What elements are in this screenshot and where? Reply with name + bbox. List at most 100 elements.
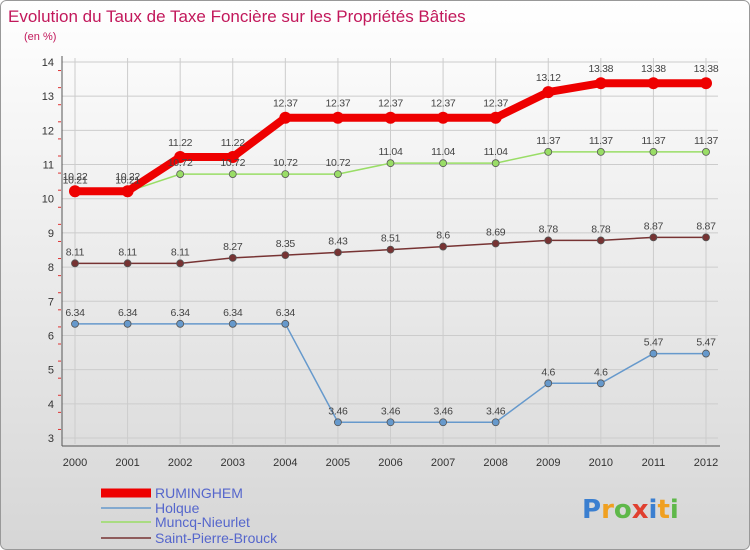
data-label: 12.37: [326, 98, 351, 110]
data-point: [121, 185, 134, 198]
data-point: [647, 77, 660, 90]
brand-letter: i: [649, 495, 658, 525]
x-tick-label: 2000: [63, 457, 87, 469]
brand-letter: o: [614, 495, 632, 525]
y-tick-label: 10: [42, 194, 54, 206]
y-tick-label: 6: [48, 330, 54, 342]
data-label: 11.37: [536, 135, 560, 147]
data-label: 11.04: [431, 146, 455, 158]
data-label: 8.51: [381, 233, 401, 245]
data-point: [123, 259, 132, 268]
x-tick-label: 2007: [431, 457, 455, 469]
y-tick-label: 8: [48, 262, 54, 274]
data-point: [439, 242, 447, 251]
legend-label: Muncq-Nieurlet: [155, 514, 250, 530]
legend-label: Holque: [155, 500, 200, 516]
data-label: 13.38: [588, 63, 613, 75]
data-point: [226, 151, 239, 164]
data-label: 6.34: [65, 307, 85, 319]
series-holque: [71, 319, 710, 427]
data-label: 13.38: [641, 63, 666, 75]
data-point: [174, 151, 187, 164]
series-saint-pierre-brouck: [71, 233, 710, 268]
x-tick-label: 2009: [536, 457, 560, 469]
data-label: 8.11: [171, 246, 190, 258]
data-point: [386, 245, 395, 254]
brand-logo: Proxiti: [582, 495, 679, 525]
series-muncq-nieurlet: [71, 147, 710, 196]
data-point: [386, 159, 395, 168]
data-point: [596, 379, 605, 388]
x-tick-label: 2012: [694, 457, 718, 469]
data-label: 8.43: [328, 235, 348, 247]
data-point: [334, 248, 342, 257]
data-label: 11.37: [589, 135, 613, 147]
data-label: 3.46: [486, 405, 506, 417]
data-label: 11.22: [168, 137, 192, 149]
data-label: 10.72: [326, 157, 351, 169]
data-point: [489, 111, 502, 124]
data-label: 8.35: [276, 238, 296, 250]
data-label: 11.04: [379, 146, 403, 158]
data-point: [384, 111, 397, 124]
data-label: 10.22: [115, 171, 140, 183]
data-label: 10.72: [220, 157, 245, 169]
data-point: [386, 418, 395, 427]
y-tick-label: 12: [42, 125, 54, 137]
data-label: 8.87: [644, 220, 664, 232]
data-point: [544, 379, 553, 388]
data-label: 11.37: [694, 135, 718, 147]
data-point: [228, 253, 237, 262]
data-point: [596, 147, 605, 156]
brand-letter: t: [657, 495, 669, 525]
legend-label: RUMINGHEM: [155, 485, 243, 501]
data-point: [702, 233, 710, 242]
data-label: 6.34: [223, 307, 243, 319]
y-tick-label: 13: [42, 91, 54, 103]
data-point: [71, 259, 79, 268]
data-point: [176, 259, 185, 268]
x-tick-label: 2010: [589, 457, 613, 469]
data-label: 5.47: [644, 337, 664, 349]
data-label: 8.11: [118, 246, 137, 258]
data-label: 10.72: [273, 157, 298, 169]
y-tick-label: 3: [48, 433, 54, 445]
data-point: [279, 111, 292, 124]
data-point: [700, 77, 712, 90]
chart-subtitle: (en %): [24, 31, 56, 43]
data-label: 6.34: [118, 307, 138, 319]
x-tick-label: 2006: [378, 457, 402, 469]
data-point: [702, 349, 710, 358]
x-tick-label: 2004: [273, 457, 297, 469]
data-label: 10.22: [63, 171, 88, 183]
y-tick-label: 5: [48, 365, 54, 377]
data-point: [439, 159, 447, 168]
data-label: 12.37: [378, 98, 403, 110]
data-point: [69, 185, 81, 198]
data-label: 6.34: [171, 307, 191, 319]
data-label: 11.22: [221, 137, 245, 149]
data-label: 4.6: [594, 366, 608, 378]
data-label: 8.11: [66, 246, 85, 258]
data-point: [596, 236, 605, 245]
data-label: 12.37: [273, 98, 298, 110]
data-point: [649, 349, 658, 358]
data-point: [594, 77, 607, 90]
data-label: 10.21: [115, 175, 140, 187]
data-point: [228, 170, 237, 179]
data-label: 13.12: [536, 72, 561, 84]
data-label: 11.04: [484, 146, 508, 158]
data-point: [123, 319, 132, 328]
data-label: 11.37: [641, 135, 665, 147]
data-label: 8.69: [486, 227, 506, 239]
x-tick-label: 2002: [168, 457, 192, 469]
data-point: [281, 319, 290, 328]
data-point: [71, 319, 79, 328]
data-point: [331, 111, 344, 124]
data-point: [649, 147, 658, 156]
data-label: 8.78: [591, 223, 611, 235]
data-label: 4.6: [541, 366, 555, 378]
data-point: [491, 159, 500, 168]
y-tick-label: 9: [48, 228, 54, 240]
